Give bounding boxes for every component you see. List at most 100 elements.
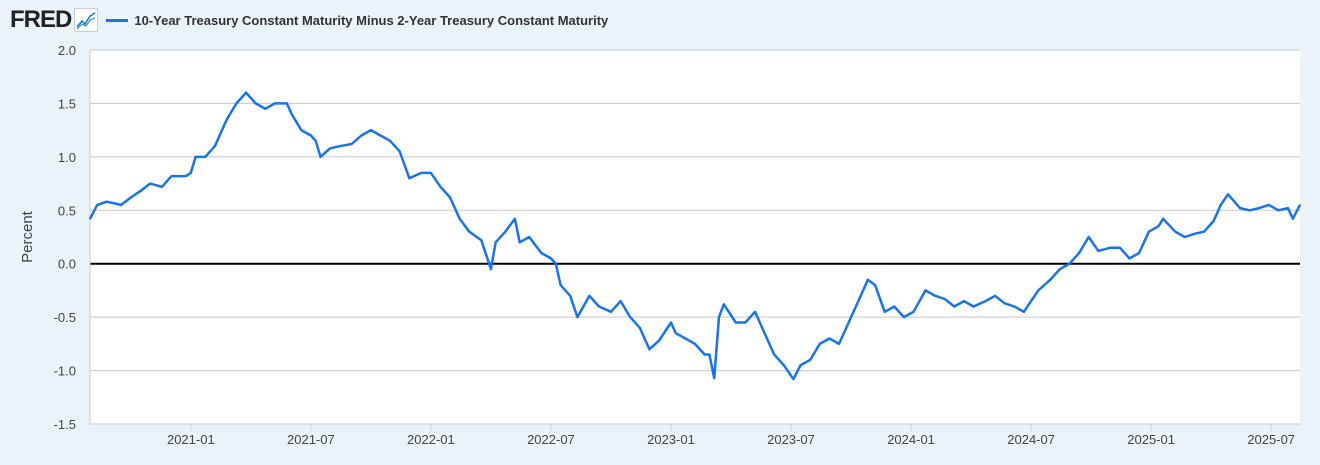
data-point — [588, 294, 591, 297]
x-tick-label: 2023-01 — [647, 432, 695, 447]
data-point — [648, 348, 651, 351]
data-point — [1059, 268, 1061, 270]
data-point — [528, 236, 531, 238]
data-point — [847, 321, 850, 324]
legend-swatch — [106, 18, 129, 22]
data-point — [674, 332, 677, 334]
data-point — [264, 107, 267, 110]
data-point — [735, 321, 737, 324]
chart-header: FRED 10-Year Treasury Constant Maturity … — [10, 6, 608, 34]
chart-line-icon[interactable] — [74, 8, 99, 32]
data-point — [1174, 230, 1176, 233]
data-point — [610, 311, 612, 313]
y-tick-label: -1.5 — [54, 417, 76, 432]
data-point — [1003, 302, 1006, 305]
data-point — [408, 177, 411, 180]
data-point — [867, 278, 869, 281]
data-point — [703, 353, 706, 356]
data-point — [439, 185, 442, 188]
y-axis-label: Percent — [19, 210, 36, 263]
y-tick-label: -0.5 — [54, 310, 76, 325]
data-point — [1157, 225, 1160, 228]
data-point — [763, 332, 766, 334]
data-point — [1087, 236, 1090, 238]
data-point — [963, 300, 965, 302]
data-point — [783, 364, 785, 367]
data-point — [1277, 209, 1280, 212]
data-point — [792, 378, 795, 380]
y-tick-label: 1.5 — [58, 96, 76, 111]
data-point — [1299, 204, 1301, 206]
data-point — [953, 305, 956, 308]
y-tick-label: 2.0 — [58, 43, 76, 58]
data-point — [576, 316, 579, 318]
x-tick-label: 2022-07 — [527, 432, 575, 447]
data-point — [490, 268, 492, 270]
data-point — [994, 294, 996, 297]
data-point — [1097, 250, 1100, 252]
data-point — [226, 118, 228, 121]
data-point — [903, 316, 905, 318]
data-point — [1023, 311, 1025, 313]
data-point — [89, 218, 91, 220]
data-point — [370, 129, 372, 131]
data-point — [550, 257, 552, 260]
data-point — [744, 321, 747, 324]
chart-title: 10-Year Treasury Constant Maturity Minus… — [134, 12, 609, 28]
data-point — [1068, 262, 1071, 265]
x-tick-label: 2025-07 — [1247, 432, 1295, 447]
data-point — [754, 311, 756, 313]
data-point — [254, 102, 257, 105]
data-point — [1203, 230, 1205, 233]
data-point — [838, 343, 840, 345]
data-point — [190, 172, 192, 174]
x-tick-label: 2021-01 — [167, 432, 215, 447]
data-point — [773, 353, 776, 356]
data-point — [718, 316, 720, 318]
y-tick-label: 0.0 — [58, 257, 76, 272]
data-point — [149, 182, 151, 185]
data-point — [629, 316, 631, 318]
data-point — [398, 150, 401, 153]
data-point — [984, 300, 987, 302]
data-point — [1183, 236, 1186, 238]
data-point — [658, 339, 660, 342]
data-point — [1258, 207, 1260, 209]
data-point — [598, 305, 600, 308]
y-tick-label: -1.0 — [54, 364, 76, 379]
data-point — [1248, 209, 1251, 212]
data-point — [310, 134, 312, 137]
data-point — [1212, 220, 1215, 222]
x-tick-label: 2024-01 — [887, 432, 935, 447]
data-point — [480, 239, 483, 242]
data-point — [170, 175, 173, 177]
data-point — [235, 102, 238, 105]
data-point — [859, 294, 862, 297]
data-point — [559, 284, 562, 286]
data-point — [430, 172, 432, 174]
data-point — [569, 294, 571, 297]
data-point — [286, 102, 288, 105]
data-point — [300, 129, 303, 131]
data-point — [468, 230, 471, 233]
x-tick-label: 2024-07 — [1007, 432, 1055, 447]
data-point — [1287, 207, 1289, 209]
data-point — [554, 262, 557, 265]
data-point — [194, 156, 197, 158]
x-tick-label: 2025-01 — [1127, 432, 1175, 447]
data-point — [1267, 204, 1270, 206]
data-point — [670, 321, 672, 324]
data-point — [1162, 218, 1164, 220]
data-point — [1078, 252, 1080, 254]
data-point — [139, 190, 142, 192]
data-point — [1109, 246, 1112, 249]
fred-logo[interactable]: FRED — [10, 6, 72, 33]
data-point — [1013, 305, 1016, 308]
data-point — [874, 284, 876, 286]
data-point — [1147, 230, 1150, 233]
data-point — [883, 311, 886, 313]
data-point — [684, 337, 687, 340]
data-point — [1037, 289, 1040, 292]
data-point — [1291, 218, 1294, 220]
data-point — [214, 145, 216, 147]
